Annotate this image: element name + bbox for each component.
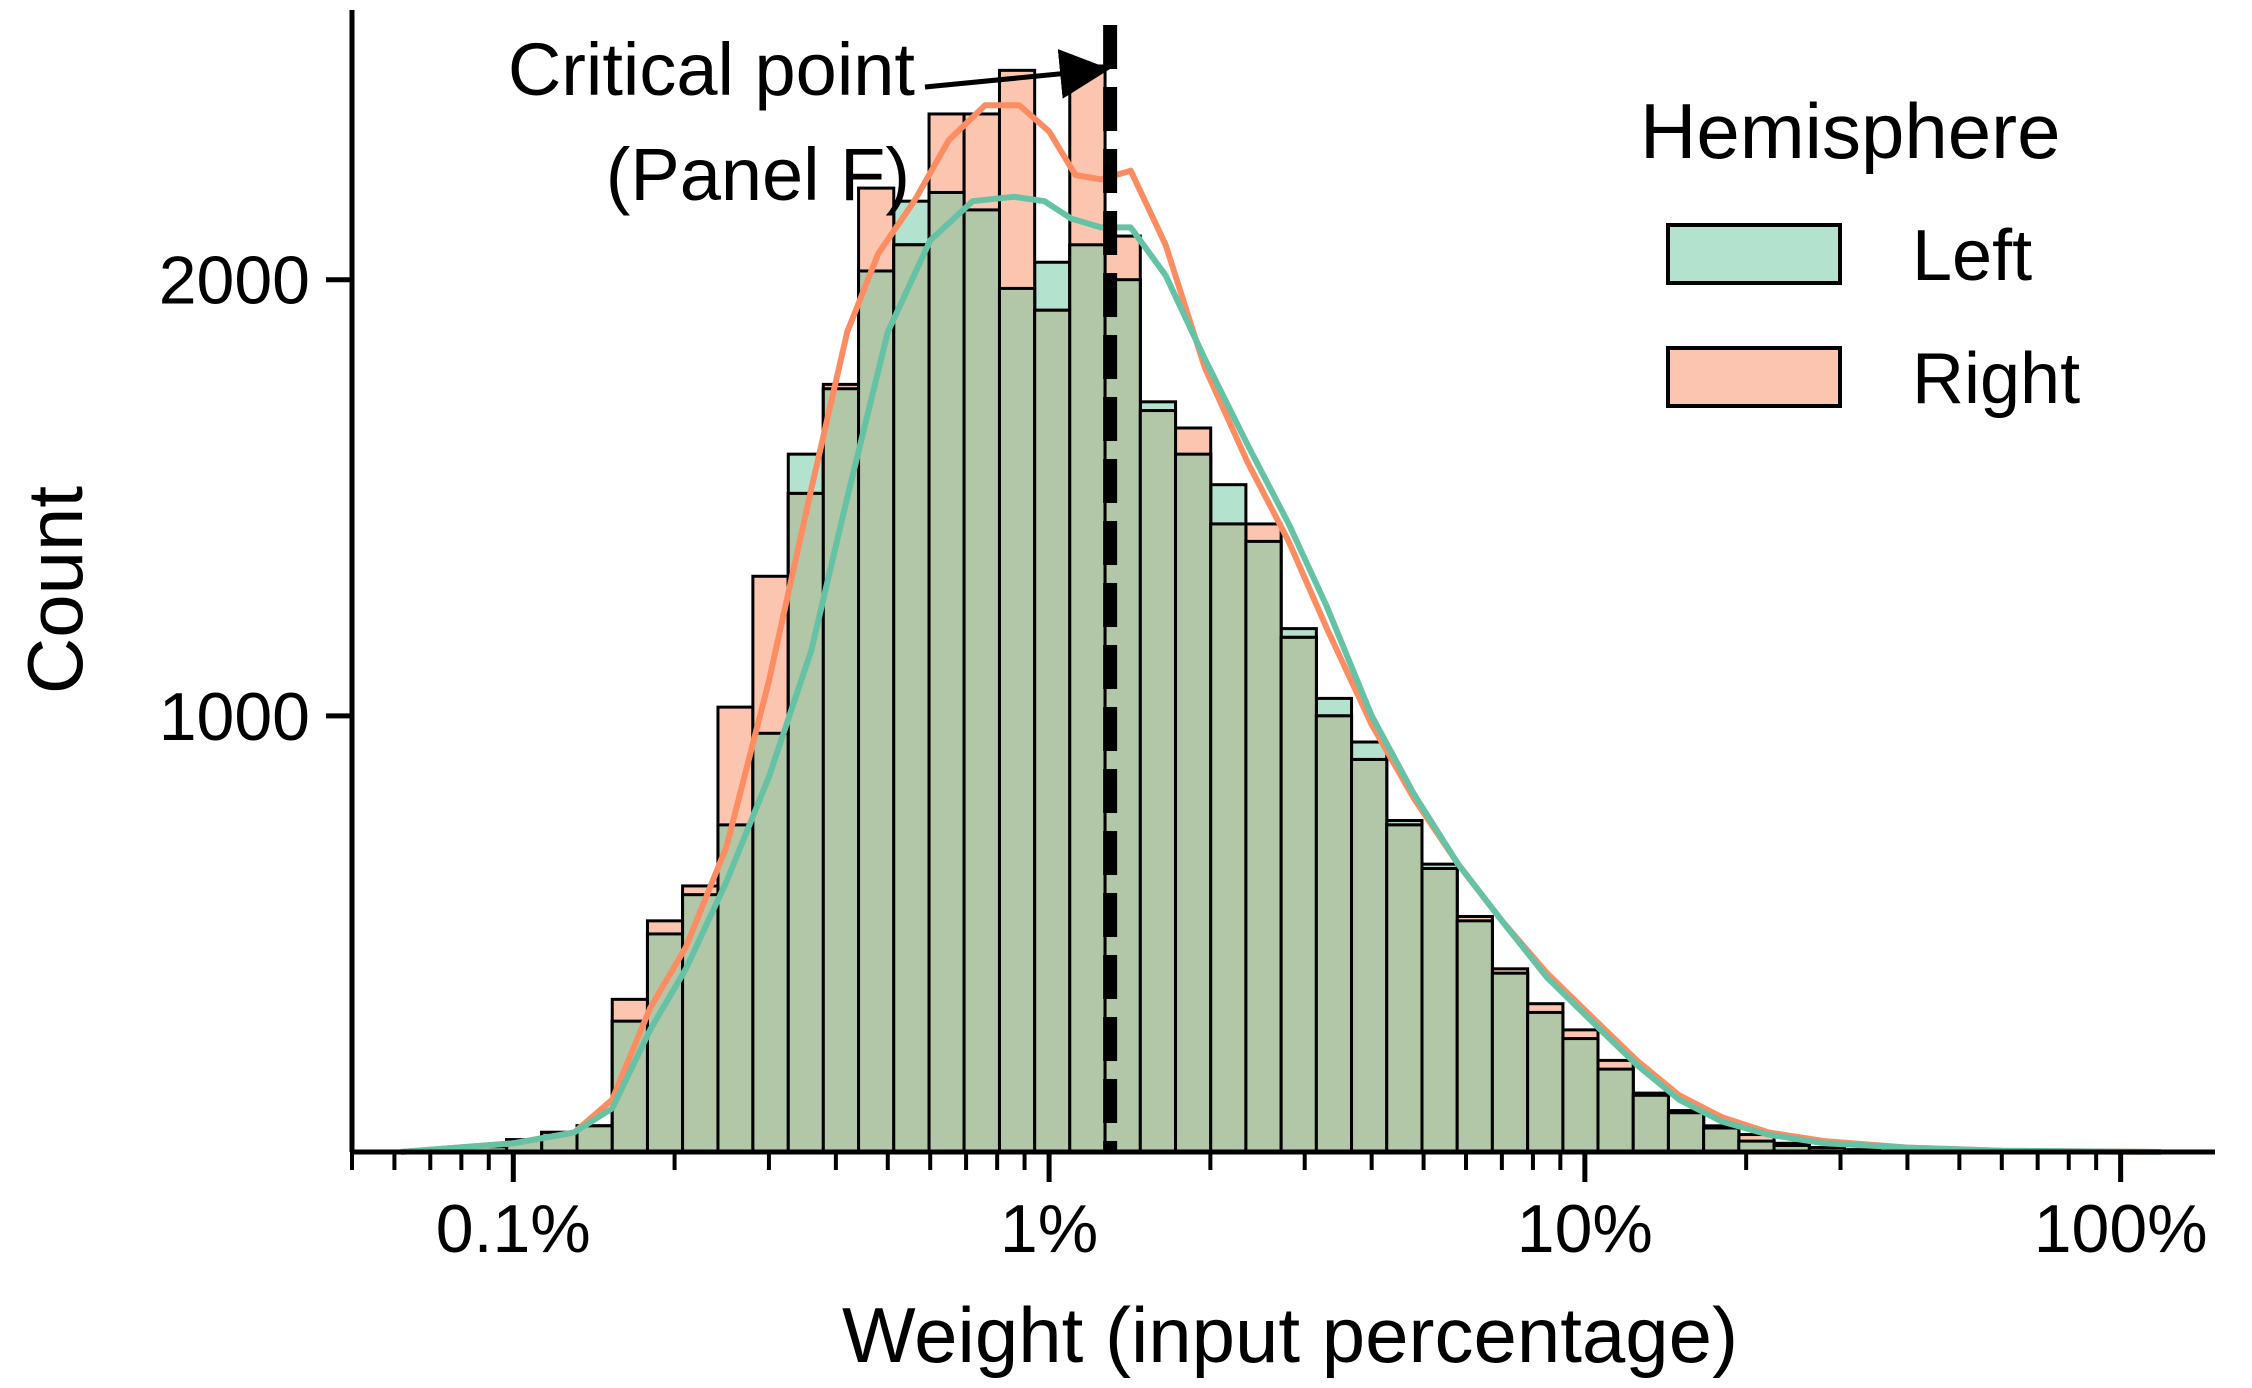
bar-overlap [857, 269, 896, 1154]
bar-overlap [1596, 1067, 1635, 1154]
bar-overlap [1209, 522, 1248, 1154]
legend-title: Hemisphere [1640, 87, 2061, 175]
y-tick-label: 2000 [159, 243, 310, 319]
bar-overlap [716, 823, 755, 1154]
bar-overlap [1385, 823, 1424, 1154]
bar-overlap [1314, 714, 1354, 1154]
x-tick-label: 100% [2034, 1191, 2208, 1267]
bar-overlap [1174, 452, 1213, 1154]
x-tick-label: 10% [1517, 1191, 1653, 1267]
legend-label-right: Right [1912, 339, 2080, 419]
bar-overlap [1033, 308, 1072, 1154]
bar-overlap [821, 387, 861, 1154]
bar-overlap [1526, 1010, 1565, 1154]
bars-overlap [469, 190, 1882, 1154]
bar-overlap [927, 190, 966, 1154]
bar-overlap [1490, 971, 1530, 1154]
bar-overlap [892, 243, 931, 1154]
annotation-line-2: (Panel F) [606, 133, 910, 216]
critical-point-annotation: Critical point (Panel F) [508, 28, 1110, 216]
bar-overlap [1138, 409, 1178, 1154]
bar-overlap [1455, 919, 1494, 1154]
bar-overlap [1244, 539, 1283, 1154]
kde-line-left [400, 193, 2162, 1155]
bar-overlap [1666, 1111, 1706, 1154]
kde-line-right [400, 102, 2162, 1155]
bar-overlap [786, 491, 825, 1154]
bar-overlap [1068, 243, 1107, 1154]
legend: Hemisphere Left Right [1640, 87, 2080, 419]
legend-swatch-right [1666, 346, 1842, 408]
x-tick-label: 1% [1000, 1191, 1098, 1267]
legend-swatch-left [1666, 223, 1842, 285]
bar-overlap [1561, 1037, 1600, 1154]
y-axis-title: Count [11, 486, 99, 694]
annotation-line-1: Critical point [508, 28, 916, 111]
bar-overlap [962, 208, 1001, 1154]
y-tick-label: 1000 [159, 679, 310, 755]
bar-overlap [1702, 1126, 1741, 1154]
bar-overlap [1420, 867, 1459, 1154]
bar-overlap [1279, 635, 1318, 1154]
bar-overlap [997, 286, 1037, 1154]
annotation-arrow [924, 48, 1110, 99]
x-axis-ticks: 0.1% 1% 10% 100% [350, 1152, 2208, 1267]
bar-overlap [1350, 757, 1389, 1154]
legend-label-left: Left [1912, 216, 2032, 296]
y-axis-ticks: 1000 2000 [159, 243, 352, 755]
x-tick-label: 0.1% [436, 1191, 591, 1267]
bar-overlap [1631, 1093, 1670, 1154]
x-axis-title: Weight (input percentage) [842, 1291, 1738, 1379]
kde-lines [400, 102, 2162, 1155]
